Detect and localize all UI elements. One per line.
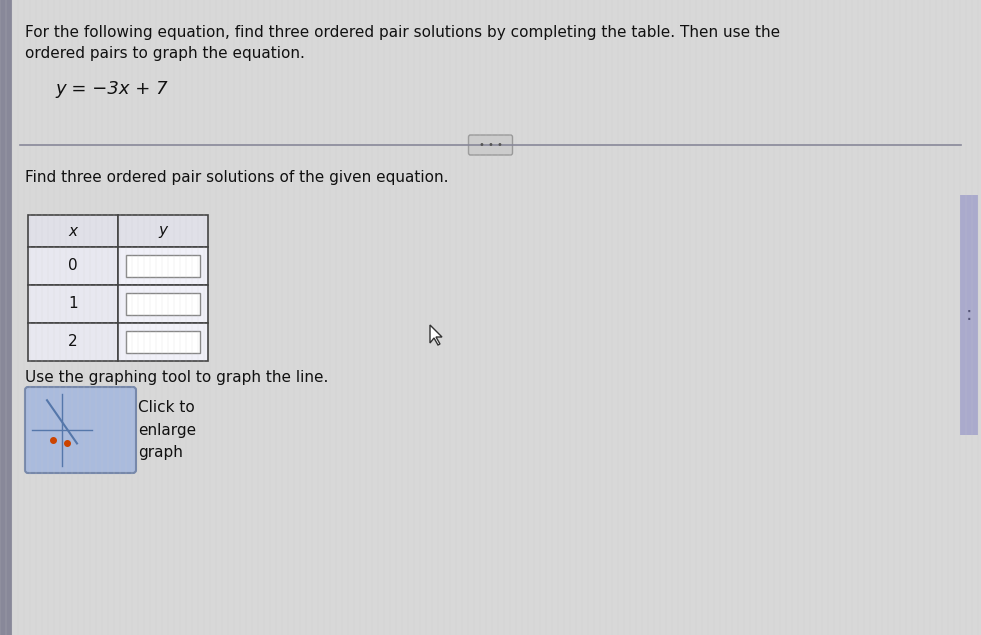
Text: x: x (69, 224, 77, 239)
Bar (118, 285, 208, 323)
Bar (118, 247, 208, 285)
Text: 2: 2 (69, 335, 77, 349)
Text: y: y (159, 224, 168, 239)
Bar (28, 247, 118, 285)
Bar (28, 215, 118, 247)
Bar (126, 331, 200, 353)
Polygon shape (430, 325, 442, 345)
Bar (126, 293, 200, 315)
Text: For the following equation, find three ordered pair solutions by completing the : For the following equation, find three o… (25, 25, 780, 61)
Bar (28, 323, 118, 361)
Text: Find three ordered pair solutions of the given equation.: Find three ordered pair solutions of the… (25, 170, 448, 185)
Bar (118, 323, 208, 361)
FancyBboxPatch shape (469, 135, 512, 155)
Bar (28, 285, 118, 323)
Text: 0: 0 (69, 258, 77, 274)
Text: y = −3x + 7: y = −3x + 7 (55, 80, 168, 98)
Bar (126, 255, 200, 277)
Bar (118, 215, 208, 247)
FancyBboxPatch shape (25, 387, 136, 473)
Bar (0, 0, 12, 635)
Text: 1: 1 (69, 297, 77, 312)
Text: :: : (965, 305, 972, 324)
Text: Use the graphing tool to graph the line.: Use the graphing tool to graph the line. (25, 370, 329, 385)
Bar (960, 195, 978, 435)
Text: • • •: • • • (479, 140, 502, 150)
Text: Click to
enlarge
graph: Click to enlarge graph (138, 400, 196, 460)
